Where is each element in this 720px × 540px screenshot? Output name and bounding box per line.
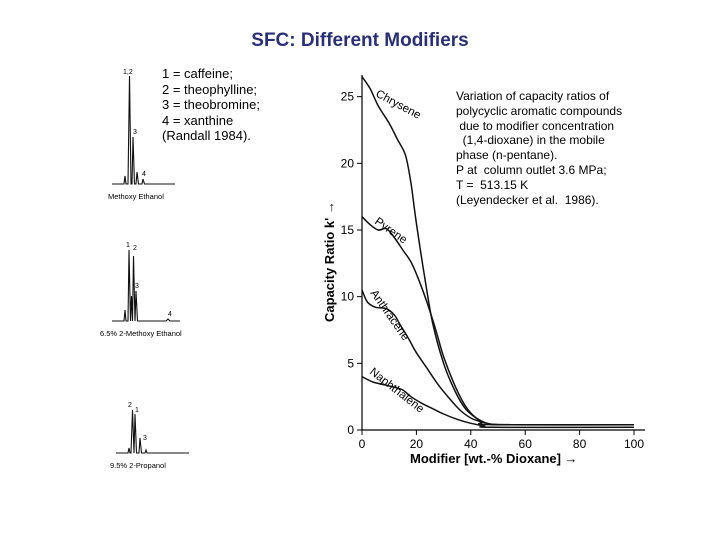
legend-line: 1 = caffeine;: [162, 66, 233, 81]
compound-legend: 1 = caffeine; 2 = theophylline; 3 = theo…: [162, 66, 260, 144]
chromatogram-caption: 6.5% 2-Methoxy Ethanol: [100, 329, 182, 338]
chromatogram-9-5-propanol: 2 1 3 9.5% 2-Propanol: [110, 402, 189, 470]
peak-label: 3: [133, 129, 137, 136]
chromatogram-trace: [116, 409, 189, 454]
series-line-naphthalene: [361, 376, 635, 429]
x-tick-label: 80: [573, 437, 587, 451]
y-tick-label: 10: [341, 290, 355, 304]
y-tick-label: 20: [341, 156, 355, 170]
x-tick-label: 100: [624, 437, 644, 451]
note-line: phase (n-pentane).: [456, 148, 558, 163]
legend-line: 4 = xanthine: [162, 112, 234, 128]
legend-line: 2 = theophylline;: [162, 81, 258, 97]
x-axis-label: Modifier [wt.-% Dioxane] →: [410, 451, 578, 466]
x-tick-label: 20: [410, 437, 424, 451]
peak-label: 2: [133, 245, 137, 252]
x-tick-label: 0: [359, 437, 366, 451]
series-line-anthracene: [361, 289, 635, 426]
chromatogram-methoxy-ethanol: 1,2 3 4 Methoxy Ethanol: [108, 69, 175, 201]
y-tick-label: 25: [341, 90, 355, 104]
peak-label: 1: [126, 242, 130, 249]
y-tick-label: 5: [347, 356, 354, 370]
note-line: polycyclic aromatic compounds: [456, 103, 623, 118]
peak-label: 1,2: [123, 69, 133, 76]
chromatogram-6-5-methoxy-ethanol: 1 2 3 4 6.5% 2-Methoxy Ethanol: [100, 242, 182, 338]
y-tick-label: 15: [341, 223, 355, 237]
series-label-chrysene: Chrysene: [374, 88, 423, 122]
peak-label: 3: [135, 283, 139, 290]
chromatogram-trace: [112, 75, 175, 185]
peak-label: 4: [168, 311, 172, 318]
note-line: due to modifier concentration: [456, 118, 615, 133]
series-label-naphthalene: Naphthalene: [367, 366, 426, 416]
series-label-pyrene: Pyrene: [372, 216, 409, 247]
peak-label: 1: [135, 407, 139, 414]
legend-line: 3 = theobromine;: [162, 97, 260, 113]
note-line: T = 513.15 K: [456, 177, 529, 192]
y-axis-label: Capacity Ratio k' →: [322, 201, 337, 322]
peak-label: 4: [142, 171, 146, 178]
x-tick-label: 60: [519, 437, 533, 451]
note-line: (1,4-dioxane) in the mobile: [456, 133, 605, 148]
peak-label: 2: [128, 402, 132, 409]
series-line-pyrene: [361, 216, 635, 426]
y-tick-label: 0: [347, 423, 354, 437]
note-line: (Leyendecker et al. 1986).: [456, 192, 599, 207]
note-line: P at column outlet 3.6 MPa;: [456, 162, 607, 177]
peak-label: 3: [143, 435, 147, 442]
chromatogram-caption: 9.5% 2-Propanol: [110, 461, 166, 470]
series-label-anthracene: Anthracene: [368, 288, 412, 343]
x-tick-label: 40: [464, 437, 478, 451]
page-title: SFC: Different Modifiers: [251, 30, 469, 51]
chromatogram-trace: [112, 249, 180, 322]
legend-line: (Randall 1984).: [162, 128, 251, 144]
note-line: Variation of capacity ratios of: [456, 89, 610, 103]
chart-annotation: Variation of capacity ratios of polycycl…: [456, 89, 622, 207]
chromatogram-caption: Methoxy Ethanol: [108, 192, 164, 201]
